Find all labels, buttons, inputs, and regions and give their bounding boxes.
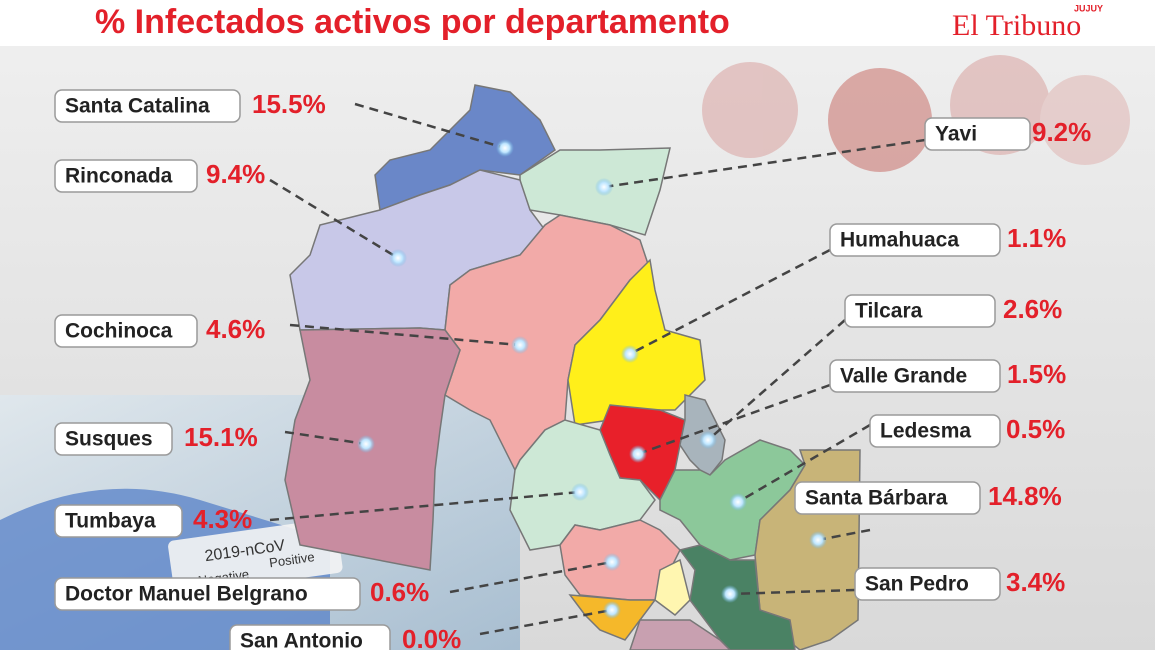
- label-box: [924, 117, 1031, 151]
- leader-line: [449, 560, 613, 594]
- leader-line: [354, 102, 506, 150]
- label-box: [54, 504, 183, 538]
- department-name: Cochinoca: [65, 320, 173, 343]
- department-value: 14.8%: [988, 481, 1062, 511]
- department-value: 0.6%: [370, 577, 429, 607]
- leader-line: [629, 248, 831, 356]
- label-box: [844, 294, 996, 328]
- department-value: 9.4%: [206, 159, 265, 189]
- map: [284, 84, 861, 650]
- logo: El Tribuno: [952, 9, 1081, 42]
- leader-line: [817, 528, 871, 542]
- label-box: [854, 567, 1001, 601]
- department-name: Tilcara: [855, 300, 923, 323]
- department-name: Humahuaca: [840, 229, 959, 252]
- department-name: Santa Bárbara: [805, 487, 948, 510]
- leader-line: [284, 430, 367, 446]
- leader-line: [269, 490, 581, 522]
- leader-line: [269, 178, 399, 260]
- map-dot: [603, 553, 621, 571]
- map-dot: [571, 483, 589, 501]
- label-box: [54, 577, 361, 611]
- label-box: [794, 481, 981, 515]
- leader-line: [737, 423, 871, 504]
- label-box: [54, 422, 173, 456]
- leader-line: [637, 383, 831, 456]
- department-name: Susques: [65, 428, 153, 451]
- department-name: San Pedro: [865, 573, 969, 596]
- label-box: [54, 314, 198, 348]
- department-name: Tumbaya: [65, 510, 156, 533]
- label-box: [829, 223, 1001, 257]
- label-box: [54, 89, 241, 123]
- leader-line: [479, 608, 613, 636]
- leader-line: [603, 138, 926, 189]
- map-dot: [496, 139, 514, 157]
- department-value: 15.1%: [184, 422, 258, 452]
- region: [629, 619, 732, 650]
- photo-text: Positive: [268, 549, 315, 570]
- department-name: Yavi: [935, 123, 977, 146]
- map-dot: [629, 445, 647, 463]
- department-value: 2.6%: [1003, 294, 1062, 324]
- leader-line: [729, 588, 856, 596]
- map-dot: [699, 431, 717, 449]
- department-name: Valle Grande: [840, 365, 967, 388]
- map-dot: [621, 345, 639, 363]
- department-value: 1.1%: [1007, 223, 1066, 253]
- map-dot: [603, 601, 621, 619]
- map-dot: [721, 585, 739, 603]
- department-name: Rinconada: [65, 165, 173, 188]
- label-box: [829, 359, 1001, 393]
- department-value: 15.5%: [252, 89, 326, 119]
- logo-region: JUJUY: [1074, 3, 1103, 13]
- label-box: [54, 159, 198, 193]
- leader-line: [289, 323, 521, 347]
- label-box: [869, 414, 1001, 448]
- region: [654, 558, 691, 616]
- map-dot: [729, 493, 747, 511]
- department-name: Doctor Manuel Belgrano: [65, 583, 308, 606]
- department-name: San Antonio: [240, 630, 363, 650]
- map-dot: [511, 336, 529, 354]
- region: [567, 258, 706, 426]
- department-value: 0.0%: [402, 624, 461, 650]
- department-value: 1.5%: [1007, 359, 1066, 389]
- map-dot: [595, 178, 613, 196]
- title: % Infectados activos por departamento: [95, 3, 730, 41]
- label-box: [229, 624, 391, 650]
- department-value: 4.3%: [193, 504, 252, 534]
- map-dot: [809, 531, 827, 549]
- department-value: 3.4%: [1006, 567, 1065, 597]
- department-value: 0.5%: [1006, 414, 1065, 444]
- department-name: Ledesma: [880, 420, 971, 443]
- department-value: 9.2%: [1032, 117, 1091, 147]
- map-dot: [357, 435, 375, 453]
- header-bar: [0, 0, 1155, 46]
- map-dot: [389, 249, 407, 267]
- department-name: Santa Catalina: [65, 95, 210, 118]
- department-value: 4.6%: [206, 314, 265, 344]
